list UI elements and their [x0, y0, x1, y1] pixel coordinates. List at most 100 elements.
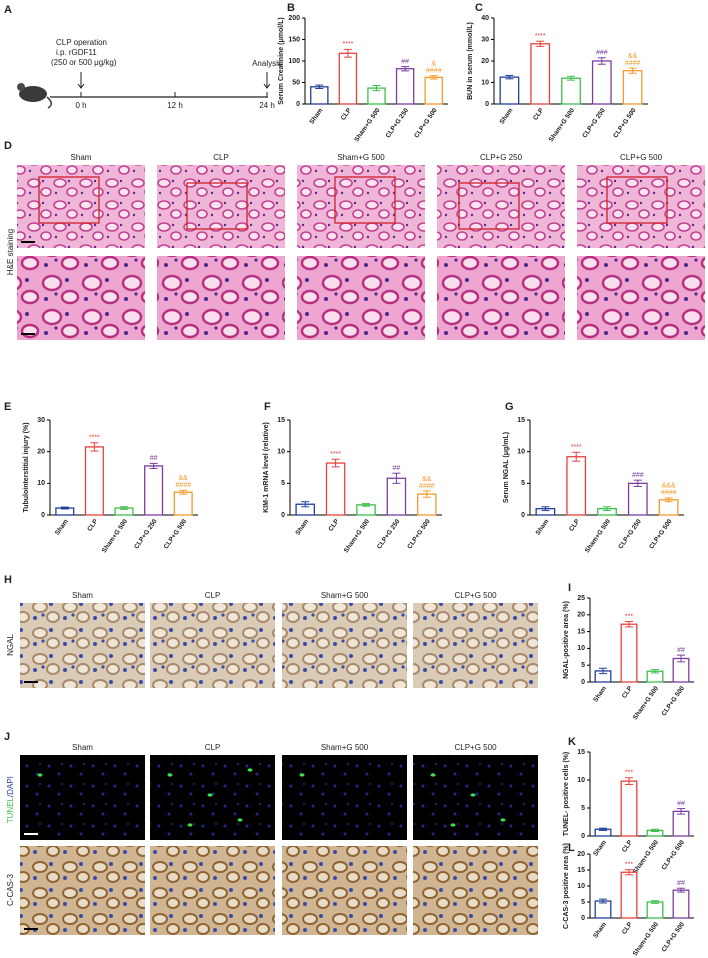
significance-label: ##	[677, 880, 685, 887]
panel-label: F	[264, 401, 271, 413]
y-tick-label: 15	[577, 867, 585, 874]
y-tick-label: 10	[577, 777, 585, 784]
significance-label: ****	[535, 33, 546, 40]
y-tick-label: 10	[517, 449, 525, 456]
bar	[672, 889, 690, 919]
y-axis-label: Serum Creatinine (μmol/L)	[278, 17, 285, 105]
y-tick-label: 5	[281, 480, 285, 487]
significance-label: ****	[342, 41, 353, 48]
micrograph	[157, 165, 285, 248]
bar	[338, 52, 358, 105]
significance-label: ****	[89, 435, 100, 442]
y-tick-label: 0	[296, 101, 300, 108]
bar	[144, 465, 164, 516]
column-header: CLP	[205, 743, 221, 752]
column-header: Sham	[72, 743, 93, 752]
x-tick-label: Sham	[499, 107, 515, 126]
panel-label: C	[475, 2, 483, 14]
y-axis-label: C-CAS-3 positive area (%)	[563, 843, 570, 929]
micrograph	[282, 603, 407, 688]
significance-label: ***	[625, 613, 633, 620]
y-tick-label: 0	[581, 833, 585, 840]
roi-box	[458, 182, 520, 230]
micrograph	[17, 165, 145, 248]
x-tick-label: Sham+G 500	[632, 839, 660, 875]
row-label: C-CAS-3	[6, 873, 15, 906]
y-tick-label: 20	[577, 851, 585, 858]
y-axis-label: NGAL-positive area (%)	[563, 601, 570, 679]
y-tick-label: 10	[577, 883, 585, 890]
tunel-cell	[247, 768, 253, 772]
x-tick-label: Sham+G 500	[584, 518, 612, 554]
tunel-panel: J TUNEL /DAPI C-CAS-3	[4, 731, 15, 906]
roi-box	[334, 176, 396, 224]
column-header: Sham+G 500	[321, 743, 369, 752]
micrograph	[577, 256, 705, 340]
y-tick-label: 15	[577, 628, 585, 635]
micrograph	[297, 256, 425, 340]
y-tick-label: 10	[577, 645, 585, 652]
x-tick-label: CLP	[340, 107, 354, 122]
micrograph	[297, 165, 425, 248]
y-tick-label: 20	[577, 612, 585, 619]
tunel-cell	[37, 773, 43, 777]
significance-label: ***	[625, 862, 633, 869]
micrograph	[413, 603, 538, 688]
bar	[395, 68, 415, 105]
micrograph	[150, 755, 275, 840]
x-tick-label: CLP	[568, 518, 582, 533]
y-axis-label: KIM-1 mRNA level (relative)	[263, 422, 270, 513]
micrograph	[150, 846, 275, 935]
counterstain-label: /DAPI	[6, 776, 15, 797]
x-tick-label: CLP+G 500	[661, 921, 687, 954]
bar	[672, 810, 690, 837]
y-tick-label: 0	[485, 101, 489, 108]
bar	[646, 901, 664, 919]
bar	[424, 76, 443, 105]
bar-chart: E 0 10 20 30 Tubulointerstitial injury (%) Sha…	[4, 401, 198, 554]
y-tick-label: 0	[521, 512, 525, 519]
stain-label: TUNEL	[6, 796, 15, 823]
x-tick-label: CLP+G 500	[612, 107, 638, 140]
significance-label: ####	[661, 490, 677, 497]
bar-chart: F 0 5 10 15 KIM-1 mRNA level (relative) Sham **…	[263, 401, 442, 554]
panel-label: H	[4, 574, 12, 586]
x-tick-label: CLP	[86, 518, 100, 533]
roi-box	[186, 182, 248, 230]
y-tick-label: 20	[37, 449, 45, 456]
y-tick-label: 10	[481, 79, 489, 86]
significance-label: ****	[330, 451, 341, 458]
bar	[173, 491, 193, 516]
column-header: Sham+G 500	[321, 591, 369, 600]
significance-label: ##	[150, 455, 158, 462]
micrograph	[577, 165, 705, 248]
row-label: NGAL	[6, 634, 15, 656]
significance-label: &	[431, 60, 436, 67]
significance-label: &&	[422, 476, 432, 483]
micrograph	[20, 603, 145, 688]
time-label: 0 h	[75, 101, 86, 110]
significance-label: &&	[628, 53, 638, 60]
bar	[627, 482, 648, 516]
y-tick-label: 0	[41, 512, 45, 519]
time-label: 12 h	[167, 101, 183, 110]
bar	[84, 446, 104, 516]
y-tick-label: 25	[577, 595, 585, 602]
x-tick-label: CLP	[532, 107, 546, 122]
panel-label: A	[4, 4, 12, 16]
significance-label: ##	[677, 647, 685, 654]
x-tick-label: CLP	[621, 921, 635, 936]
significance-label: ####	[419, 483, 435, 490]
x-tick-label: CLP+G 250	[385, 107, 411, 140]
panel-label: L	[568, 842, 575, 854]
x-tick-label: Sham+G 500	[101, 518, 129, 554]
y-tick-label: 10	[277, 449, 285, 456]
mouse-tail	[46, 96, 52, 109]
bar-chart: K 0 5 10 15 TUNEL- positive cells (%) Sham *** C…	[563, 736, 694, 875]
significance-label: &&&	[662, 483, 676, 490]
significance-label: ####	[426, 67, 442, 74]
arrow	[263, 72, 271, 89]
x-tick-label: CLP	[327, 518, 341, 533]
x-tick-label: Sham+G 500	[353, 107, 381, 143]
